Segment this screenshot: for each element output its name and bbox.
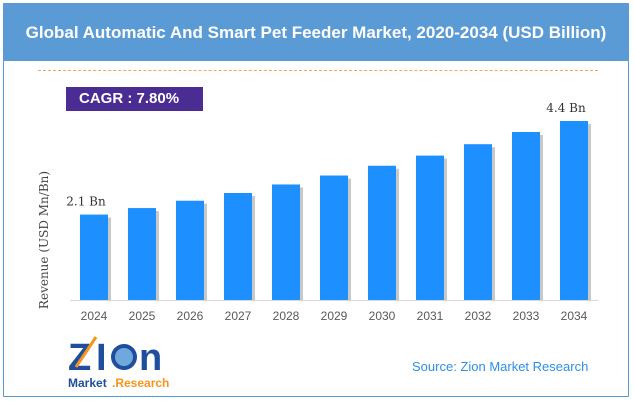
bar-2033 — [512, 131, 540, 300]
x-tick-label: 2024 — [81, 309, 108, 323]
x-tick-label: 2027 — [225, 309, 252, 323]
x-tick-label: 2025 — [129, 309, 156, 323]
svg-text:I: I — [96, 337, 107, 379]
divider — [38, 70, 598, 71]
x-tick-label: 2031 — [417, 309, 444, 323]
data-label: 4.4 Bn — [546, 101, 586, 115]
x-tick-label: 2034 — [561, 309, 588, 323]
bar-2025 — [128, 208, 156, 300]
data-label: 2.1 Bn — [66, 195, 106, 209]
bar-2031 — [416, 155, 444, 300]
x-tick-label: 2030 — [369, 309, 396, 323]
source-text: Source: Zion Market Research — [412, 359, 589, 374]
cagr-badge: CAGR : 7.80% — [66, 87, 203, 111]
bar-2026 — [176, 200, 204, 300]
x-tick-label: 2033 — [513, 309, 540, 323]
x-tick-label: 2028 — [273, 309, 300, 323]
svg-text:Z: Z — [68, 337, 91, 379]
x-tick-label: 2032 — [465, 309, 492, 323]
bar-2030 — [368, 165, 396, 300]
bar-2024 — [80, 214, 108, 300]
bar-2029 — [320, 175, 348, 300]
bar-2034 — [560, 121, 588, 300]
svg-text:.Research: .Research — [112, 376, 169, 390]
chart-title: Global Automatic And Smart Pet Feeder Ma… — [4, 4, 628, 61]
svg-text:Market: Market — [68, 376, 107, 390]
bar-2032 — [464, 144, 492, 300]
bar-2027 — [224, 193, 252, 300]
x-tick-label: 2029 — [321, 309, 348, 323]
chart-frame — [3, 3, 629, 397]
zion-logo: Z I n Market .Research — [68, 335, 178, 390]
bar-2028 — [272, 184, 300, 300]
zion-logo-graphic: Z I n Market .Research — [68, 336, 169, 390]
svg-text:n: n — [139, 337, 162, 379]
x-tick-label: 2026 — [177, 309, 204, 323]
